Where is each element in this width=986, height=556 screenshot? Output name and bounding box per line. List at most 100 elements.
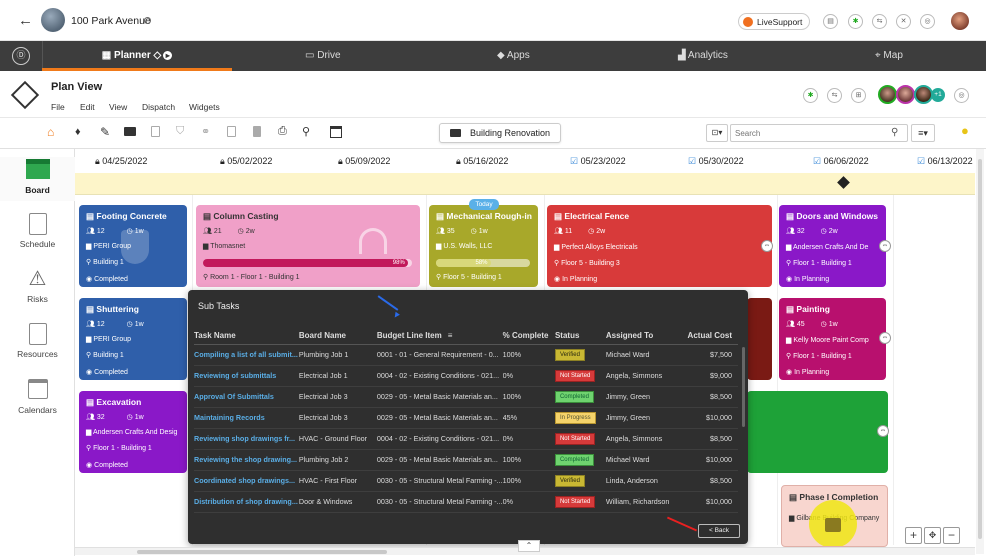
table-row[interactable]: Reviewing shop drawings fr... HVAC - Gro… [194,428,738,450]
route-icon[interactable]: ⚲ [302,126,311,138]
task-name-link[interactable]: Coordinated shop drawings... [194,470,299,492]
feed-icon[interactable]: ◎ [954,88,969,103]
collapse-toggle-button[interactable]: ⌃ [518,540,540,552]
table-row[interactable]: Maintaining Records Electrical Job 3 002… [194,407,738,429]
calendar-view-icon[interactable] [330,126,342,138]
fit-view-icon[interactable]: ✥ [924,527,941,544]
tab-analytics[interactable]: ▟ Analytics [678,41,728,71]
member-avatar[interactable] [878,85,897,104]
resize-handle-icon[interactable]: ⇔ [761,240,773,252]
tools-icon[interactable]: ✕ [896,14,911,29]
tab-apps[interactable]: ◆ Apps [497,41,530,71]
more-members-badge[interactable]: +1 [931,88,945,102]
col-budget-line-item[interactable]: Budget Line Item ≡ [376,327,503,345]
pin-icon[interactable]: ♦ [75,126,81,138]
task-name-link[interactable]: Approval Of Submittals [194,386,299,408]
project-selector-button[interactable]: Building Renovation [439,123,561,143]
task-card-mechanical-rough-in[interactable]: ▤ Mechanical Rough-in 👥︎ 35 ◷ 1w ▆ U.S. W… [429,205,538,287]
col-actual-cost[interactable]: Actual Cost [686,327,738,345]
chat-icon[interactable]: ▤ [823,14,838,29]
tab-map[interactable]: ⌖ Map [875,41,903,71]
task-card-footing-concrete[interactable]: ▤ Footing Concrete 👥︎ 12 ◷ 1w ▆ PERI Grou… [79,205,187,287]
table-row[interactable]: Distribution of shop drawing... Door & W… [194,491,738,513]
shield-icon[interactable]: ⛉ [176,125,185,137]
task-name-link[interactable]: Distribution of shop drawing... [194,491,299,513]
table-scrollbar[interactable] [742,347,745,427]
sidebar-item-schedule[interactable]: Schedule [0,213,75,249]
keyboard-icon[interactable] [124,127,136,136]
menu-view[interactable]: View [109,102,128,112]
menu-edit[interactable]: Edit [80,102,95,112]
sync-icon[interactable]: ⇆ [827,88,842,103]
filter-lines-icon[interactable]: ≡ [447,330,453,340]
share-icon[interactable]: ✱ [803,88,818,103]
integration-icon[interactable]: ✱ [848,14,863,29]
menu-dispatch[interactable]: Dispatch [142,102,176,112]
zoom-out-button[interactable]: − [943,527,960,544]
export-icon[interactable]: ⎙ [278,125,287,137]
notifications-icon[interactable]: ◎ [920,14,935,29]
table-row[interactable]: Reviewing of submittals Electrical Job 1… [194,365,738,387]
col-assigned-to[interactable]: Assigned To [605,327,687,345]
task-card-shuttering[interactable]: ▤ Shuttering 👥︎ 12 ◷ 1w ▆ PERI Group ⚲ Bu… [79,298,187,380]
col-percent-complete[interactable]: % Complete [502,327,555,345]
link-chain-icon[interactable]: ⚭ [201,126,211,138]
task-card-green[interactable] [747,391,888,473]
menu-widgets[interactable]: Widgets [189,102,220,112]
tab-drive[interactable]: ▭ Drive [305,41,341,71]
resize-handle-icon[interactable]: ⇔ [879,240,891,252]
tab-planner[interactable]: ▦ Planner ◇ ▸ [42,41,232,71]
table-row[interactable]: Approval Of Submittals Electrical Job 3 … [194,386,738,408]
back-arrow-icon[interactable]: ← [18,12,33,29]
back-button[interactable]: < Back [698,524,740,538]
home-logo-icon[interactable]: Ⓓ [12,47,30,65]
resize-handle-icon[interactable]: ⇔ [877,425,889,437]
col-task-name[interactable]: Task Name [194,327,299,345]
home-icon[interactable]: ⌂ [47,125,55,139]
view-toggle-button[interactable]: ⊡▾ [706,124,728,142]
task-name-link[interactable]: Reviewing shop drawings fr... [194,428,299,450]
col-status[interactable]: Status [554,327,606,345]
table-row[interactable]: Coordinated shop drawings... HVAC - Firs… [194,470,738,492]
clipboard-icon[interactable] [151,126,160,137]
copy-icon[interactable] [227,126,236,137]
zoom-in-button[interactable]: + [905,527,922,544]
planner-add-icon[interactable]: ▸ [163,51,173,60]
task-name-link[interactable]: Compiling a list of all submit... [194,344,299,366]
task-card-painting[interactable]: ▤ Painting 👥︎ 45 ◷ 1w ▆ Kelly Moore Paint… [779,298,886,380]
task-name-link[interactable]: Maintaining Records [194,407,299,429]
link-icon[interactable]: ⊞ [851,88,866,103]
settings-dot-icon[interactable] [144,17,151,24]
col-board-name[interactable]: Board Name [298,327,377,345]
lightbulb-icon[interactable]: ● [961,123,969,138]
user-avatar[interactable] [951,12,969,30]
task-name-link[interactable]: Reviewing the shop drawing... [194,449,299,471]
task-card-column-casting[interactable]: ▤ Column Casting 👥︎ 21 ◷ 2w ▆ Thomasnet 9… [196,205,420,287]
sidebar-item-resources[interactable]: Resources [0,323,75,359]
project-title[interactable]: 100 Park Avenue [71,15,151,27]
member-avatar[interactable] [896,85,915,104]
dispatch-icon[interactable]: ⇆ [872,14,887,29]
trash-icon[interactable] [253,126,261,137]
table-row[interactable]: Reviewing the shop drawing... Plumbing J… [194,449,738,471]
task-card-excavation[interactable]: ▤ Excavation 👥︎ 32 ◷ 1w ▆ Andersen Crafts… [79,391,187,473]
scroll-thumb[interactable] [137,550,387,554]
search-icon[interactable]: ⚲ [891,127,899,138]
live-support-button[interactable]: LiveSupport [738,13,810,30]
task-card-dark-red[interactable] [747,298,772,380]
scroll-thumb[interactable] [978,159,982,539]
sidebar-item-calendars[interactable]: Calendars [0,379,75,415]
task-name-link[interactable]: Reviewing of submittals [194,365,299,387]
sidebar-item-board[interactable]: Board [0,157,75,201]
menu-file[interactable]: File [51,102,65,112]
task-card-doors-and-windows[interactable]: ▤ Doors and Windows 👥︎ 32 ◷ 2w ▆ Andersen… [779,205,886,287]
task-card-electrical-fence[interactable]: ▤ Electrical Fence 👥︎ 11 ◷ 2w ▆ Perfect A… [547,205,772,287]
pencil-icon[interactable]: ✎ [100,125,111,139]
filter-button[interactable]: ≡▾ [911,124,935,142]
sidebar-item-risks[interactable]: ⚠ Risks [0,268,75,304]
table-row[interactable]: Compiling a list of all submit... Plumbi… [194,344,738,366]
vertical-scrollbar[interactable] [976,149,984,554]
task-card-phase-completion[interactable]: ▤ Phase I Completion ▆ Gilbane Building … [781,485,888,547]
resize-handle-icon[interactable]: ⇔ [879,332,891,344]
search-input[interactable] [735,127,885,139]
